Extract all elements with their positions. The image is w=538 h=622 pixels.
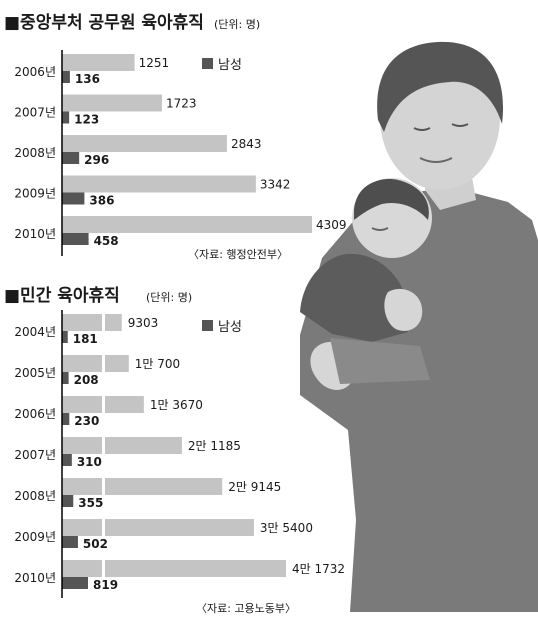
bar-male xyxy=(62,454,72,466)
bar-male xyxy=(62,577,88,589)
value-label-total: 2만 9145 xyxy=(228,480,281,494)
legend-label: 남성 xyxy=(218,320,242,335)
category-label: 2005년 xyxy=(14,366,56,380)
unit-note: (단위: 명) xyxy=(214,18,260,31)
bar-male xyxy=(62,192,85,205)
category-label: 2010년 xyxy=(14,571,56,585)
value-label-male: 355 xyxy=(78,496,103,510)
axis-break xyxy=(102,395,105,414)
value-label-male: 819 xyxy=(93,578,118,592)
bar-total xyxy=(62,437,182,454)
axis-break xyxy=(102,354,105,373)
bar-total xyxy=(62,314,122,331)
bar-male xyxy=(62,331,68,343)
category-label: 2007년 xyxy=(14,448,56,462)
category-label: 2010년 xyxy=(14,227,56,241)
source-note: 〈자료: 고용노동부〉 xyxy=(196,602,296,615)
value-label-total: 9303 xyxy=(128,316,159,330)
value-label-total: 1723 xyxy=(166,97,197,111)
chart-title: ■중앙부처 공무원 육아휴직 xyxy=(4,12,204,33)
legend-swatch xyxy=(202,320,213,331)
bar-total xyxy=(62,54,135,71)
axis-break xyxy=(102,559,105,578)
value-label-total: 2만 1185 xyxy=(188,439,241,453)
value-label-male: 310 xyxy=(77,455,102,469)
chart-private: ■민간 육아휴직 (단위: 명) 남성 2004년 9303 181 2005년 1만 700… xyxy=(4,285,345,615)
value-label-male: 181 xyxy=(73,332,98,346)
bar-male xyxy=(62,372,69,384)
legend-swatch xyxy=(202,58,213,69)
value-label-male: 458 xyxy=(94,234,119,248)
bar-total xyxy=(62,94,162,112)
value-label-total: 1만 700 xyxy=(135,357,180,371)
bar-total xyxy=(62,355,129,372)
bar-male xyxy=(62,152,80,164)
bar-male xyxy=(62,111,70,124)
axis-break xyxy=(102,518,105,537)
category-label: 2008년 xyxy=(14,146,56,160)
bar-male xyxy=(62,71,70,83)
value-label-male: 502 xyxy=(83,537,108,551)
bar-male xyxy=(62,233,89,245)
value-label-total: 3만 5400 xyxy=(260,521,313,535)
value-label-total: 1251 xyxy=(139,56,170,70)
father-baby-illustration xyxy=(300,41,538,612)
bar-total xyxy=(62,478,223,495)
bar-total xyxy=(62,560,286,577)
value-label-male: 123 xyxy=(74,113,99,127)
value-label-male: 386 xyxy=(89,194,114,208)
value-label-male: 296 xyxy=(84,153,109,167)
value-label-male: 230 xyxy=(74,414,99,428)
bar-male xyxy=(62,536,78,548)
bar-male xyxy=(62,413,70,425)
value-label-male: 136 xyxy=(75,72,100,86)
category-label: 2008년 xyxy=(14,489,56,503)
value-label-total: 2843 xyxy=(231,137,262,151)
legend-label: 남성 xyxy=(218,58,242,73)
axis-break xyxy=(102,313,105,332)
bar-total xyxy=(62,135,227,152)
axis-break xyxy=(102,436,105,455)
category-label: 2006년 xyxy=(14,407,56,421)
category-label: 2004년 xyxy=(14,325,56,339)
value-label-total: 3342 xyxy=(260,178,291,192)
unit-note: (단위: 명) xyxy=(146,291,192,304)
bar-total xyxy=(62,175,256,193)
bar-male xyxy=(62,495,74,507)
axis-break xyxy=(102,477,105,496)
category-label: 2009년 xyxy=(14,187,56,201)
value-label-total: 4만 1732 xyxy=(292,562,345,576)
source-note: 〈자료: 행정안전부〉 xyxy=(188,248,288,261)
category-label: 2007년 xyxy=(14,106,56,120)
value-label-total: 4309 xyxy=(316,218,347,232)
value-label-male: 208 xyxy=(74,373,99,387)
bar-total xyxy=(62,519,254,536)
value-label-total: 1만 3670 xyxy=(150,398,203,412)
category-label: 2009년 xyxy=(14,530,56,544)
chart-title: ■민간 육아휴직 xyxy=(4,285,120,306)
bar-total xyxy=(62,216,312,233)
chart-government: ■중앙부처 공무원 육아휴직 (단위: 명) 남성 2006년 1251 136 2007년… xyxy=(4,12,347,261)
category-label: 2006년 xyxy=(14,65,56,79)
